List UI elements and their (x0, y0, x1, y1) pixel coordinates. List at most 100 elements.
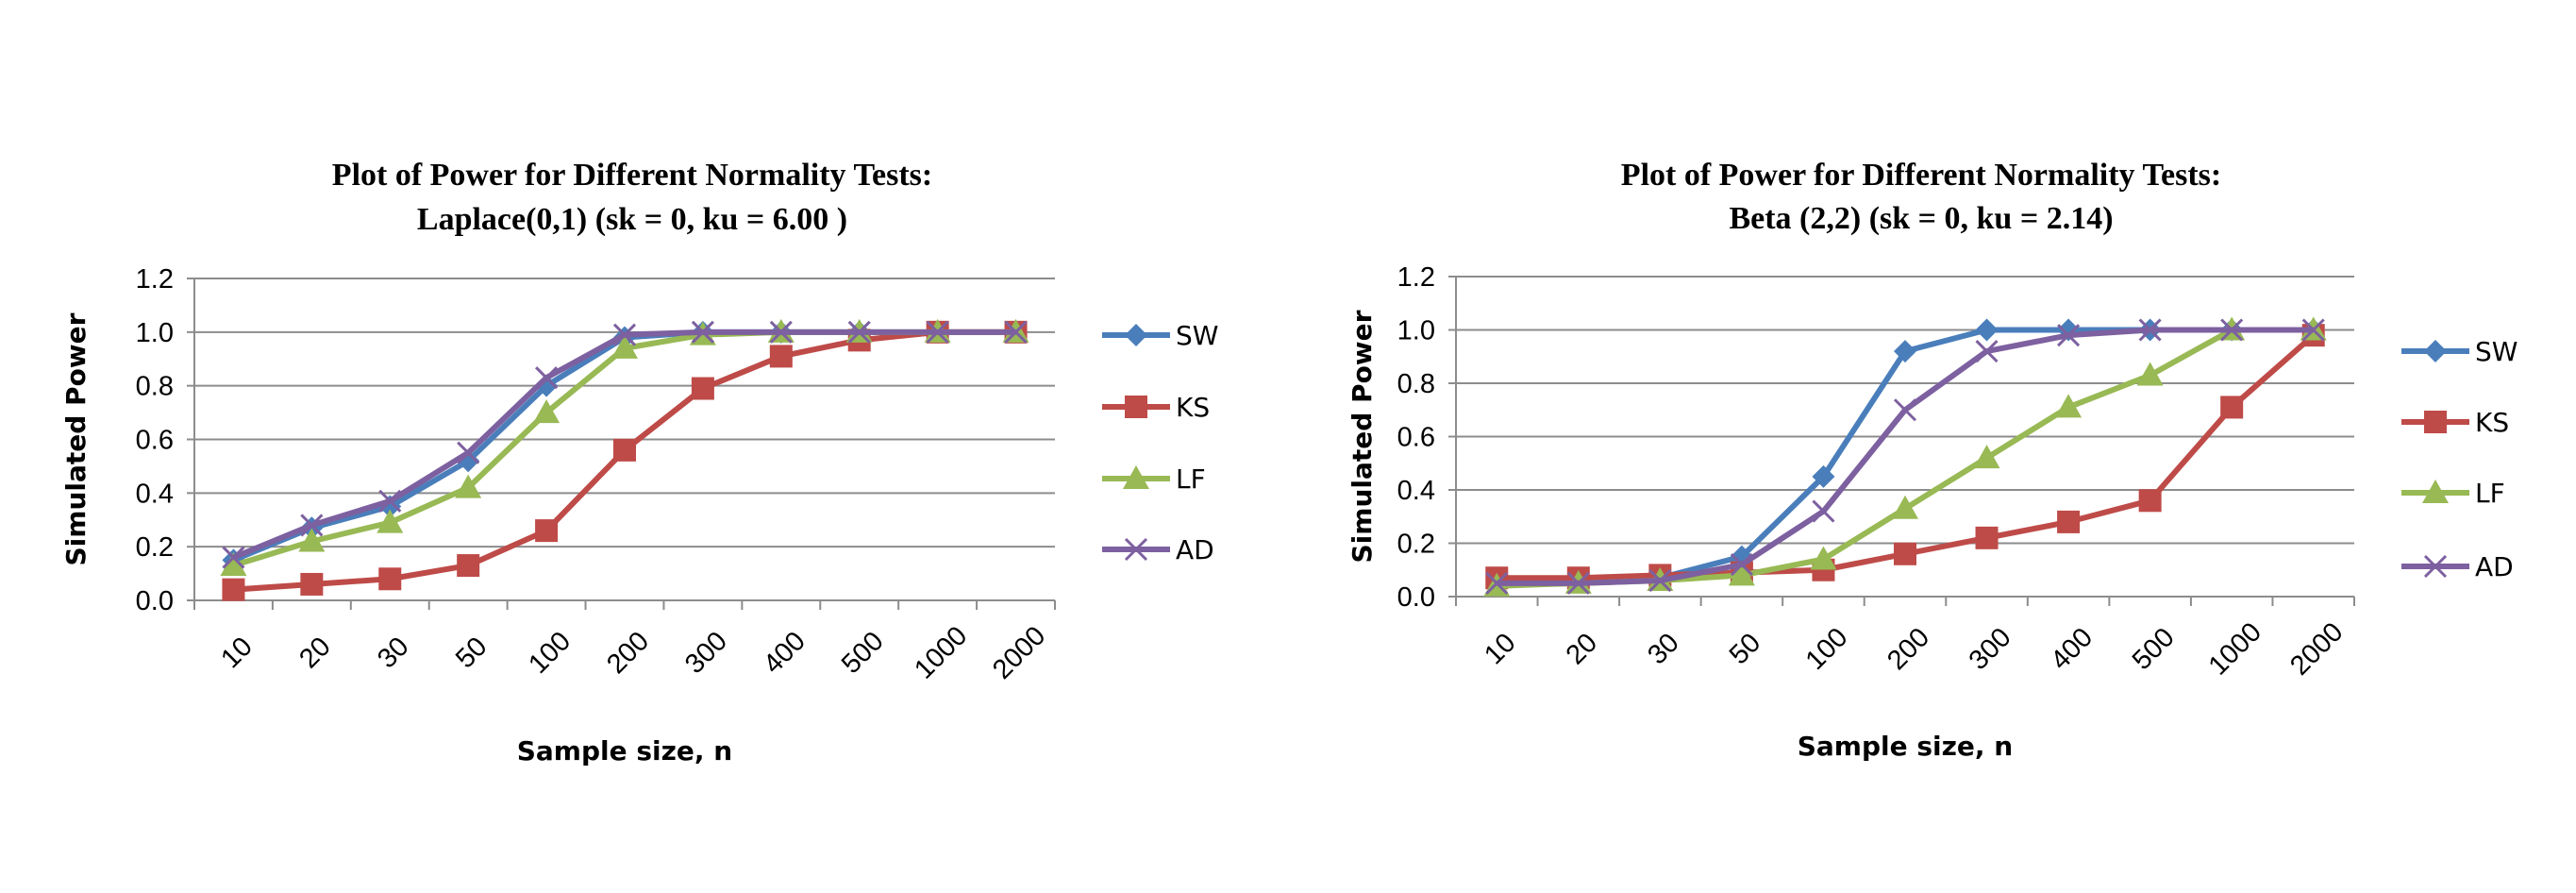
data-point-lf (1973, 445, 2000, 469)
legend-marker (2423, 554, 2448, 579)
y-tick-label: 0.2 (136, 532, 174, 563)
chart-beta: Plot of Power for Different Normality Te… (1347, 158, 2517, 762)
data-point-lf (2055, 394, 2083, 418)
data-point-lf (2136, 362, 2164, 386)
data-point-ks (378, 567, 402, 591)
legend-marker-stroke-b (1124, 537, 1148, 562)
y-tick-label: 0.8 (136, 372, 174, 402)
y-tick-label: 1.2 (136, 264, 174, 295)
data-point-ks (1975, 526, 1999, 549)
x-axis-label: Sample size, n (1798, 731, 2013, 762)
legend-marker (1123, 465, 1149, 489)
data-point-ks (613, 438, 636, 462)
legend-marker-stroke-b (2423, 554, 2448, 579)
chart-title: Plot of Power for Different Normality Te… (1621, 158, 2221, 193)
data-point-ad (300, 514, 324, 537)
data-point-ad-stroke-b (612, 323, 637, 346)
y-axis-label: Simulated Power (60, 312, 92, 565)
y-tick-label: 0.8 (1397, 369, 1435, 399)
x-tick-label: 30 (372, 632, 414, 674)
x-tick-label: 200 (1882, 622, 1935, 676)
chart-laplace: Plot of Power for Different Normality Te… (60, 158, 1218, 767)
data-point-ad (2301, 318, 2325, 342)
data-point-lf (1810, 546, 1837, 570)
data-point-ad-stroke-b (1566, 571, 1590, 595)
x-tick-label: 500 (836, 626, 890, 680)
data-point-ad-stroke-b (1812, 499, 1835, 523)
x-tick-label: 50 (450, 632, 493, 674)
data-point-ks (2057, 510, 2081, 533)
data-point-ad-stroke-b (535, 366, 559, 390)
data-point-ks (769, 345, 793, 368)
legend-item-lf: LF (2401, 478, 2505, 509)
data-point-ks (300, 572, 324, 596)
y-tick-label: 0.4 (1397, 476, 1435, 506)
data-point-ks (2220, 396, 2244, 419)
y-tick-label: 1.0 (1397, 316, 1435, 346)
y-axis-label: Simulated Power (1347, 310, 1378, 563)
data-point-ad (1893, 398, 1917, 422)
y-tick-label: 1.2 (1397, 262, 1435, 293)
data-point-ad-stroke-b (2220, 318, 2244, 342)
data-point-ad (1648, 568, 1672, 593)
data-point-ad (2057, 324, 2081, 347)
series-ks (222, 320, 1028, 601)
data-point-ad (612, 323, 637, 346)
data-point-ad (535, 366, 559, 390)
x-tick-label: 100 (1800, 622, 1854, 676)
legend-marker (1125, 396, 1147, 418)
data-point-ad-stroke-b (2057, 324, 2081, 347)
data-point-lf (220, 552, 247, 577)
legend-label: LF (2475, 478, 2505, 509)
legend-item-lf: LF (1102, 463, 1206, 495)
x-tick-label: 400 (758, 626, 811, 680)
legend-item-ad: AD (1102, 534, 1214, 565)
legend-marker (2422, 480, 2449, 503)
data-point-ad-stroke-b (1893, 398, 1917, 422)
data-point-ad (847, 320, 871, 344)
x-tick-label: 300 (679, 626, 733, 680)
x-tick-label: 200 (601, 626, 655, 680)
data-point-ks (222, 578, 245, 601)
data-point-ad (1975, 340, 1999, 363)
y-tick-label: 0.2 (1397, 530, 1435, 560)
x-tick-label: 10 (1479, 628, 1521, 670)
data-point-ad (1004, 320, 1028, 344)
legend-label: KS (1176, 392, 1210, 423)
data-point-ad-stroke-b (1004, 320, 1028, 344)
series-ad (222, 320, 1028, 569)
data-point-ad-stroke-b (847, 320, 871, 344)
chart-subtitle: Laplace(0,1) (sk = 0, ku = 6.00 ) (417, 202, 847, 237)
legend-label: LF (1176, 463, 1206, 495)
x-tick-label: 1000 (2203, 617, 2267, 682)
data-point-ad (457, 441, 480, 464)
y-tick-label: 0.6 (136, 426, 174, 456)
legend-item-sw: SW (2401, 336, 2517, 367)
chart-title: Plot of Power for Different Normality Te… (332, 158, 932, 193)
data-point-ad (1566, 571, 1590, 595)
legend-item-ks: KS (2401, 407, 2509, 438)
data-point-lf (1728, 562, 1755, 586)
legend-label: AD (1176, 534, 1214, 565)
data-point-lf (611, 334, 638, 359)
data-point-ad-stroke-b (2138, 318, 2162, 342)
data-point-lf (298, 528, 326, 552)
data-point-ks (1894, 542, 1916, 565)
data-point-ks (691, 377, 714, 400)
data-point-ad-stroke-b (1975, 340, 1999, 363)
legend-item-ad: AD (2401, 551, 2514, 582)
data-point-sw (1894, 340, 1916, 363)
series-ks (1485, 324, 2325, 590)
y-tick-label: 0.0 (136, 586, 174, 616)
data-point-ad (769, 320, 793, 344)
y-tick-label: 0.0 (1397, 582, 1435, 613)
data-point-ad-stroke-b (300, 514, 324, 537)
legend-label: KS (2475, 407, 2509, 438)
data-point-lf (455, 474, 482, 498)
x-tick-label: 50 (1724, 628, 1766, 670)
data-point-ad-stroke-b (378, 489, 402, 513)
series-line-ks (1497, 332, 2316, 581)
data-point-ad-stroke-b (691, 320, 714, 344)
x-tick-label: 10 (215, 632, 258, 674)
data-point-lf (533, 399, 560, 424)
